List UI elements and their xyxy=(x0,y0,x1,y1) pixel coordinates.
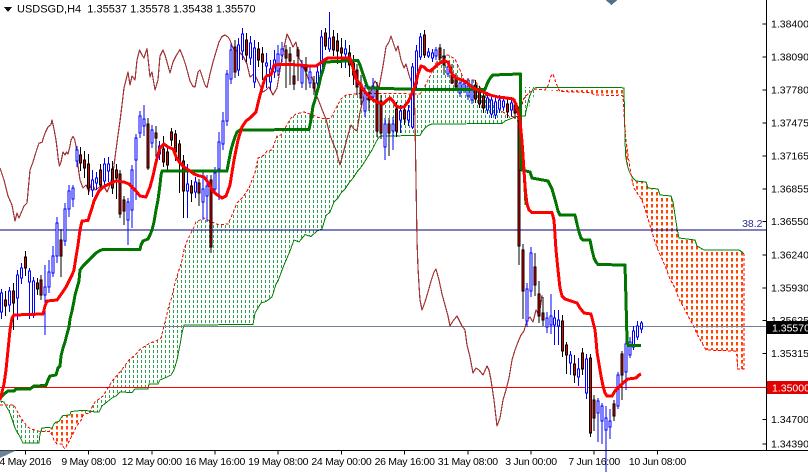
svg-text:26 May 16:00: 26 May 16:00 xyxy=(375,456,435,468)
svg-text:1.35570: 1.35570 xyxy=(772,322,808,334)
svg-text:4 May 2016: 4 May 2016 xyxy=(0,456,52,468)
svg-text:1.36550: 1.36550 xyxy=(771,216,808,228)
svg-text:1.34700: 1.34700 xyxy=(771,414,808,426)
svg-text:38.2: 38.2 xyxy=(742,218,763,230)
svg-text:1.38400: 1.38400 xyxy=(771,19,808,31)
svg-text:1.35930: 1.35930 xyxy=(771,282,808,294)
svg-text:1.36240: 1.36240 xyxy=(771,249,808,261)
svg-text:12 May 00:00: 12 May 00:00 xyxy=(122,456,182,468)
svg-text:1.36855: 1.36855 xyxy=(771,184,808,196)
svg-text:3 Jun 00:00: 3 Jun 00:00 xyxy=(505,456,557,468)
svg-text:31 May 08:00: 31 May 08:00 xyxy=(438,456,498,468)
svg-text:7 Jun 16:00: 7 Jun 16:00 xyxy=(568,456,620,468)
svg-text:1.37165: 1.37165 xyxy=(771,150,808,162)
svg-text:1.38090: 1.38090 xyxy=(771,52,808,64)
svg-text:1.35315: 1.35315 xyxy=(771,348,808,360)
svg-text:1.37780: 1.37780 xyxy=(771,85,808,97)
svg-text:24 May 00:00: 24 May 00:00 xyxy=(311,456,371,468)
svg-text:19 May 08:00: 19 May 08:00 xyxy=(248,456,308,468)
svg-text:16 May 16:00: 16 May 16:00 xyxy=(185,456,245,468)
svg-text:1.34390: 1.34390 xyxy=(771,439,808,451)
svg-text:10 Jun 08:00: 10 Jun 08:00 xyxy=(629,456,687,468)
svg-text:USDSGD,H4 1.35537 1.35578 1.3: USDSGD,H4 1.35537 1.35578 1.35438 1.3557… xyxy=(17,4,256,16)
svg-text:1.37475: 1.37475 xyxy=(771,117,808,129)
svg-text:9 May 08:00: 9 May 08:00 xyxy=(61,456,116,468)
svg-text:1.35000: 1.35000 xyxy=(772,382,808,394)
